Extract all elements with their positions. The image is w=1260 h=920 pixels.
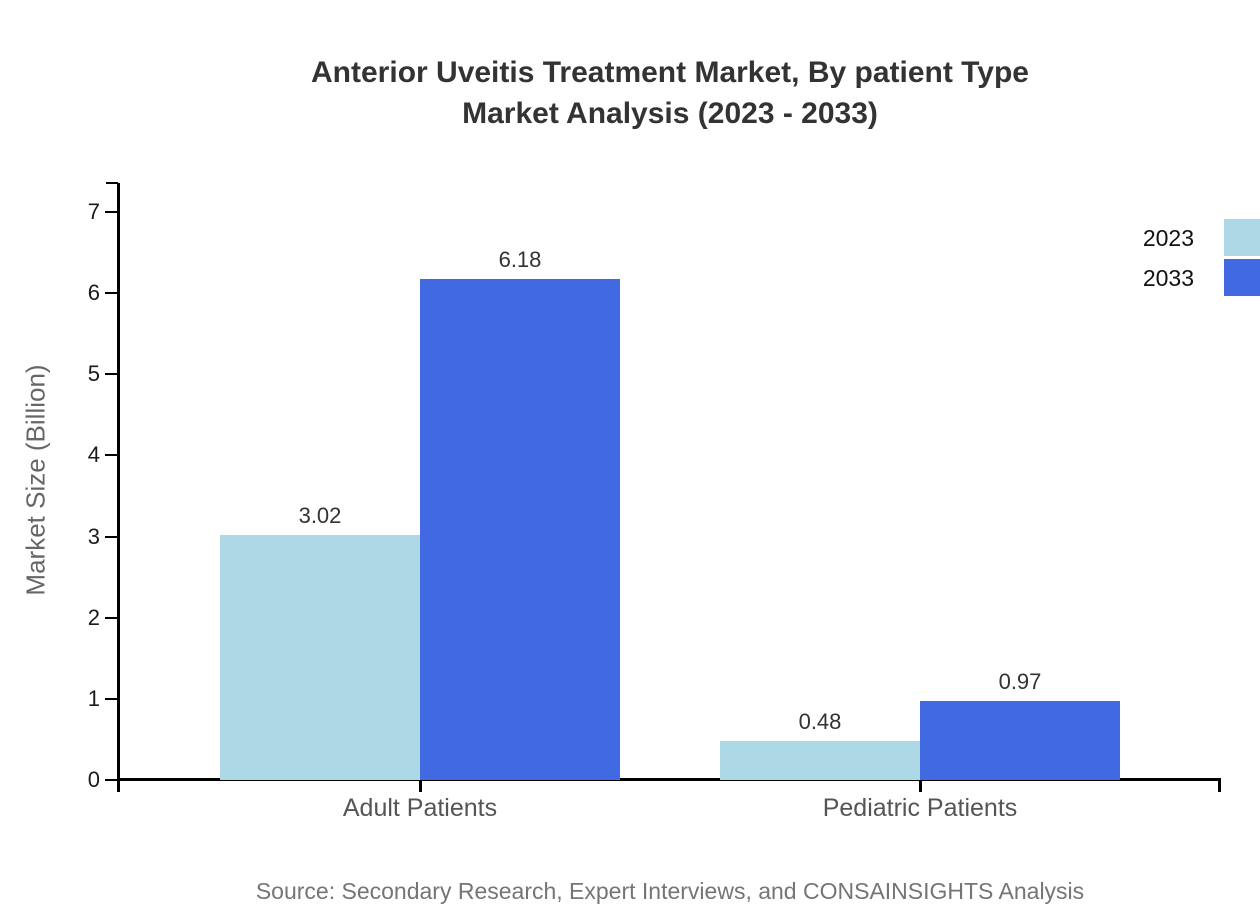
legend-label-2033: 2033 [1142,265,1194,291]
y-tick-label: 0 [87,767,100,792]
bar-value-label: 6.18 [498,246,542,272]
bar-value-label: 0.48 [798,709,842,735]
bar-2033-adult-patients [420,278,620,780]
x-category-label: Adult Patients [342,794,498,822]
y-tick-mark [105,292,119,295]
source-note: Source: Secondary Research, Expert Inter… [255,878,1085,904]
y-tick-mark [105,373,119,376]
y-axis-line [117,183,120,792]
y-tick-label: 4 [87,442,100,468]
x-axis-line [119,778,1221,781]
x-axis-right-cap-tick [1218,780,1221,792]
y-axis-title: Market Size (Billion) [20,364,51,596]
y-tick-mark [105,535,119,538]
y-tick-label: 7 [87,199,100,224]
x-tick-mark [418,780,422,792]
legend-label-2023: 2023 [1142,225,1194,251]
bar-value-label: 3.02 [298,502,342,528]
y-tick-label: 6 [87,280,100,306]
y-tick-label: 2 [87,604,100,630]
chart-title-line1: Anterior Uveitis Treatment Market, By pa… [311,56,1029,89]
x-category-label: Pediatric Patients [822,794,1018,822]
bar-2023-adult-patients [220,534,420,780]
chart-title: Anterior Uveitis Treatment Market, By pa… [80,52,1260,134]
y-tick-mark [105,454,119,457]
bar-2023-pediatric-patients [720,741,920,780]
bar-value-label: 0.97 [998,669,1042,695]
x-tick-mark [918,780,922,792]
y-tick-mark [105,211,119,213]
y-tick-mark [105,697,119,700]
bar-2033-pediatric-patients [920,701,1120,780]
y-tick-mark [105,616,119,619]
y-tick-label: 3 [87,523,100,549]
legend-swatch-2023 [1224,219,1260,256]
y-tick-mark [105,779,119,781]
y-axis-top-cap-tick [106,182,118,184]
chart-title-line2: Market Analysis (2023 - 2033) [462,97,878,130]
legend-swatch-2033 [1224,259,1260,296]
y-tick-label: 1 [87,685,100,711]
y-tick-label: 5 [87,361,100,387]
